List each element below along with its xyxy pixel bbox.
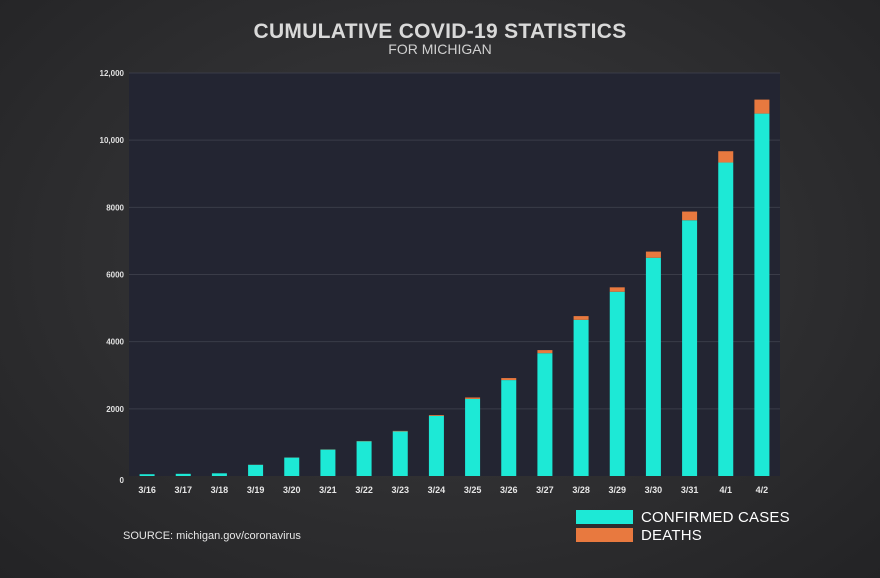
source-note: SOURCE: michigan.gov/coronavirus [123,530,301,542]
bar-deaths [682,211,698,221]
bar-confirmed-cases [754,113,770,477]
x-tick-label: 3/27 [536,485,554,495]
bar-deaths [718,151,734,163]
bar-confirmed-cases [609,291,625,476]
x-tick-label: 3/31 [681,485,699,495]
legend-item-confirmed: CONFIRMED CASES [576,508,790,526]
bar-confirmed-cases [248,464,264,476]
bar-confirmed-cases [645,257,661,476]
x-tick-label: 3/23 [391,485,409,495]
x-tick-label: 4/1 [719,485,732,495]
bar-deaths [754,99,770,114]
bar-confirmed-cases [320,449,336,476]
bar-confirmed-cases [175,473,191,476]
x-tick-label: 3/22 [355,485,373,495]
x-tick-label: 3/16 [138,485,156,495]
bar-confirmed-cases [465,398,481,476]
y-tick-label: 2000 [106,405,124,414]
bar-deaths [465,397,481,399]
x-tick-label: 3/26 [500,485,518,495]
x-tick-label: 3/20 [283,485,301,495]
bar-confirmed-cases [501,380,517,476]
legend-swatch-confirmed [576,510,633,524]
legend-label-confirmed: CONFIRMED CASES [641,508,790,526]
bar-deaths [501,378,517,381]
y-tick-label: 10,000 [100,136,125,145]
y-tick-label: 8000 [106,203,124,212]
x-tick-label: 4/2 [756,485,769,495]
bar-confirmed-cases [139,474,155,476]
x-tick-label: 3/21 [319,485,337,495]
x-tick-label: 3/30 [645,485,663,495]
y-tick-label: 12,000 [100,69,125,78]
bar-confirmed-cases [284,457,300,476]
legend-label-deaths: DEATHS [641,526,702,544]
bar-deaths [609,287,625,292]
y-tick-label: 6000 [106,271,124,280]
bar-confirmed-cases [537,353,553,476]
y-tick-label: 4000 [106,338,124,347]
y-tick-label: 0 [120,476,125,485]
bar-confirmed-cases [211,473,227,476]
bar-deaths [392,430,408,432]
x-tick-label: 3/28 [572,485,590,495]
bar-confirmed-cases [356,441,372,476]
legend: CONFIRMED CASES DEATHS [576,508,790,544]
x-tick-label: 3/19 [247,485,265,495]
chart-subtitle: FOR MICHIGAN [388,41,492,57]
bar-deaths [573,316,589,320]
legend-item-deaths: DEATHS [576,526,790,544]
legend-swatch-deaths [576,528,633,542]
bar-confirmed-cases [573,319,589,476]
x-tick-label: 3/24 [428,485,446,495]
bar-confirmed-cases [428,415,444,476]
x-tick-label: 3/17 [174,485,192,495]
chart-title: CUMULATIVE COVID-19 STATISTICS [253,20,627,43]
x-tick-label: 3/18 [211,485,229,495]
bar-deaths [645,251,661,258]
bar-confirmed-cases [682,220,698,476]
x-tick-label: 3/29 [608,485,626,495]
x-tick-label: 3/25 [464,485,482,495]
bar-deaths [537,350,553,354]
bar-deaths [428,415,444,416]
bar-confirmed-cases [392,431,408,476]
bar-confirmed-cases [718,162,734,476]
